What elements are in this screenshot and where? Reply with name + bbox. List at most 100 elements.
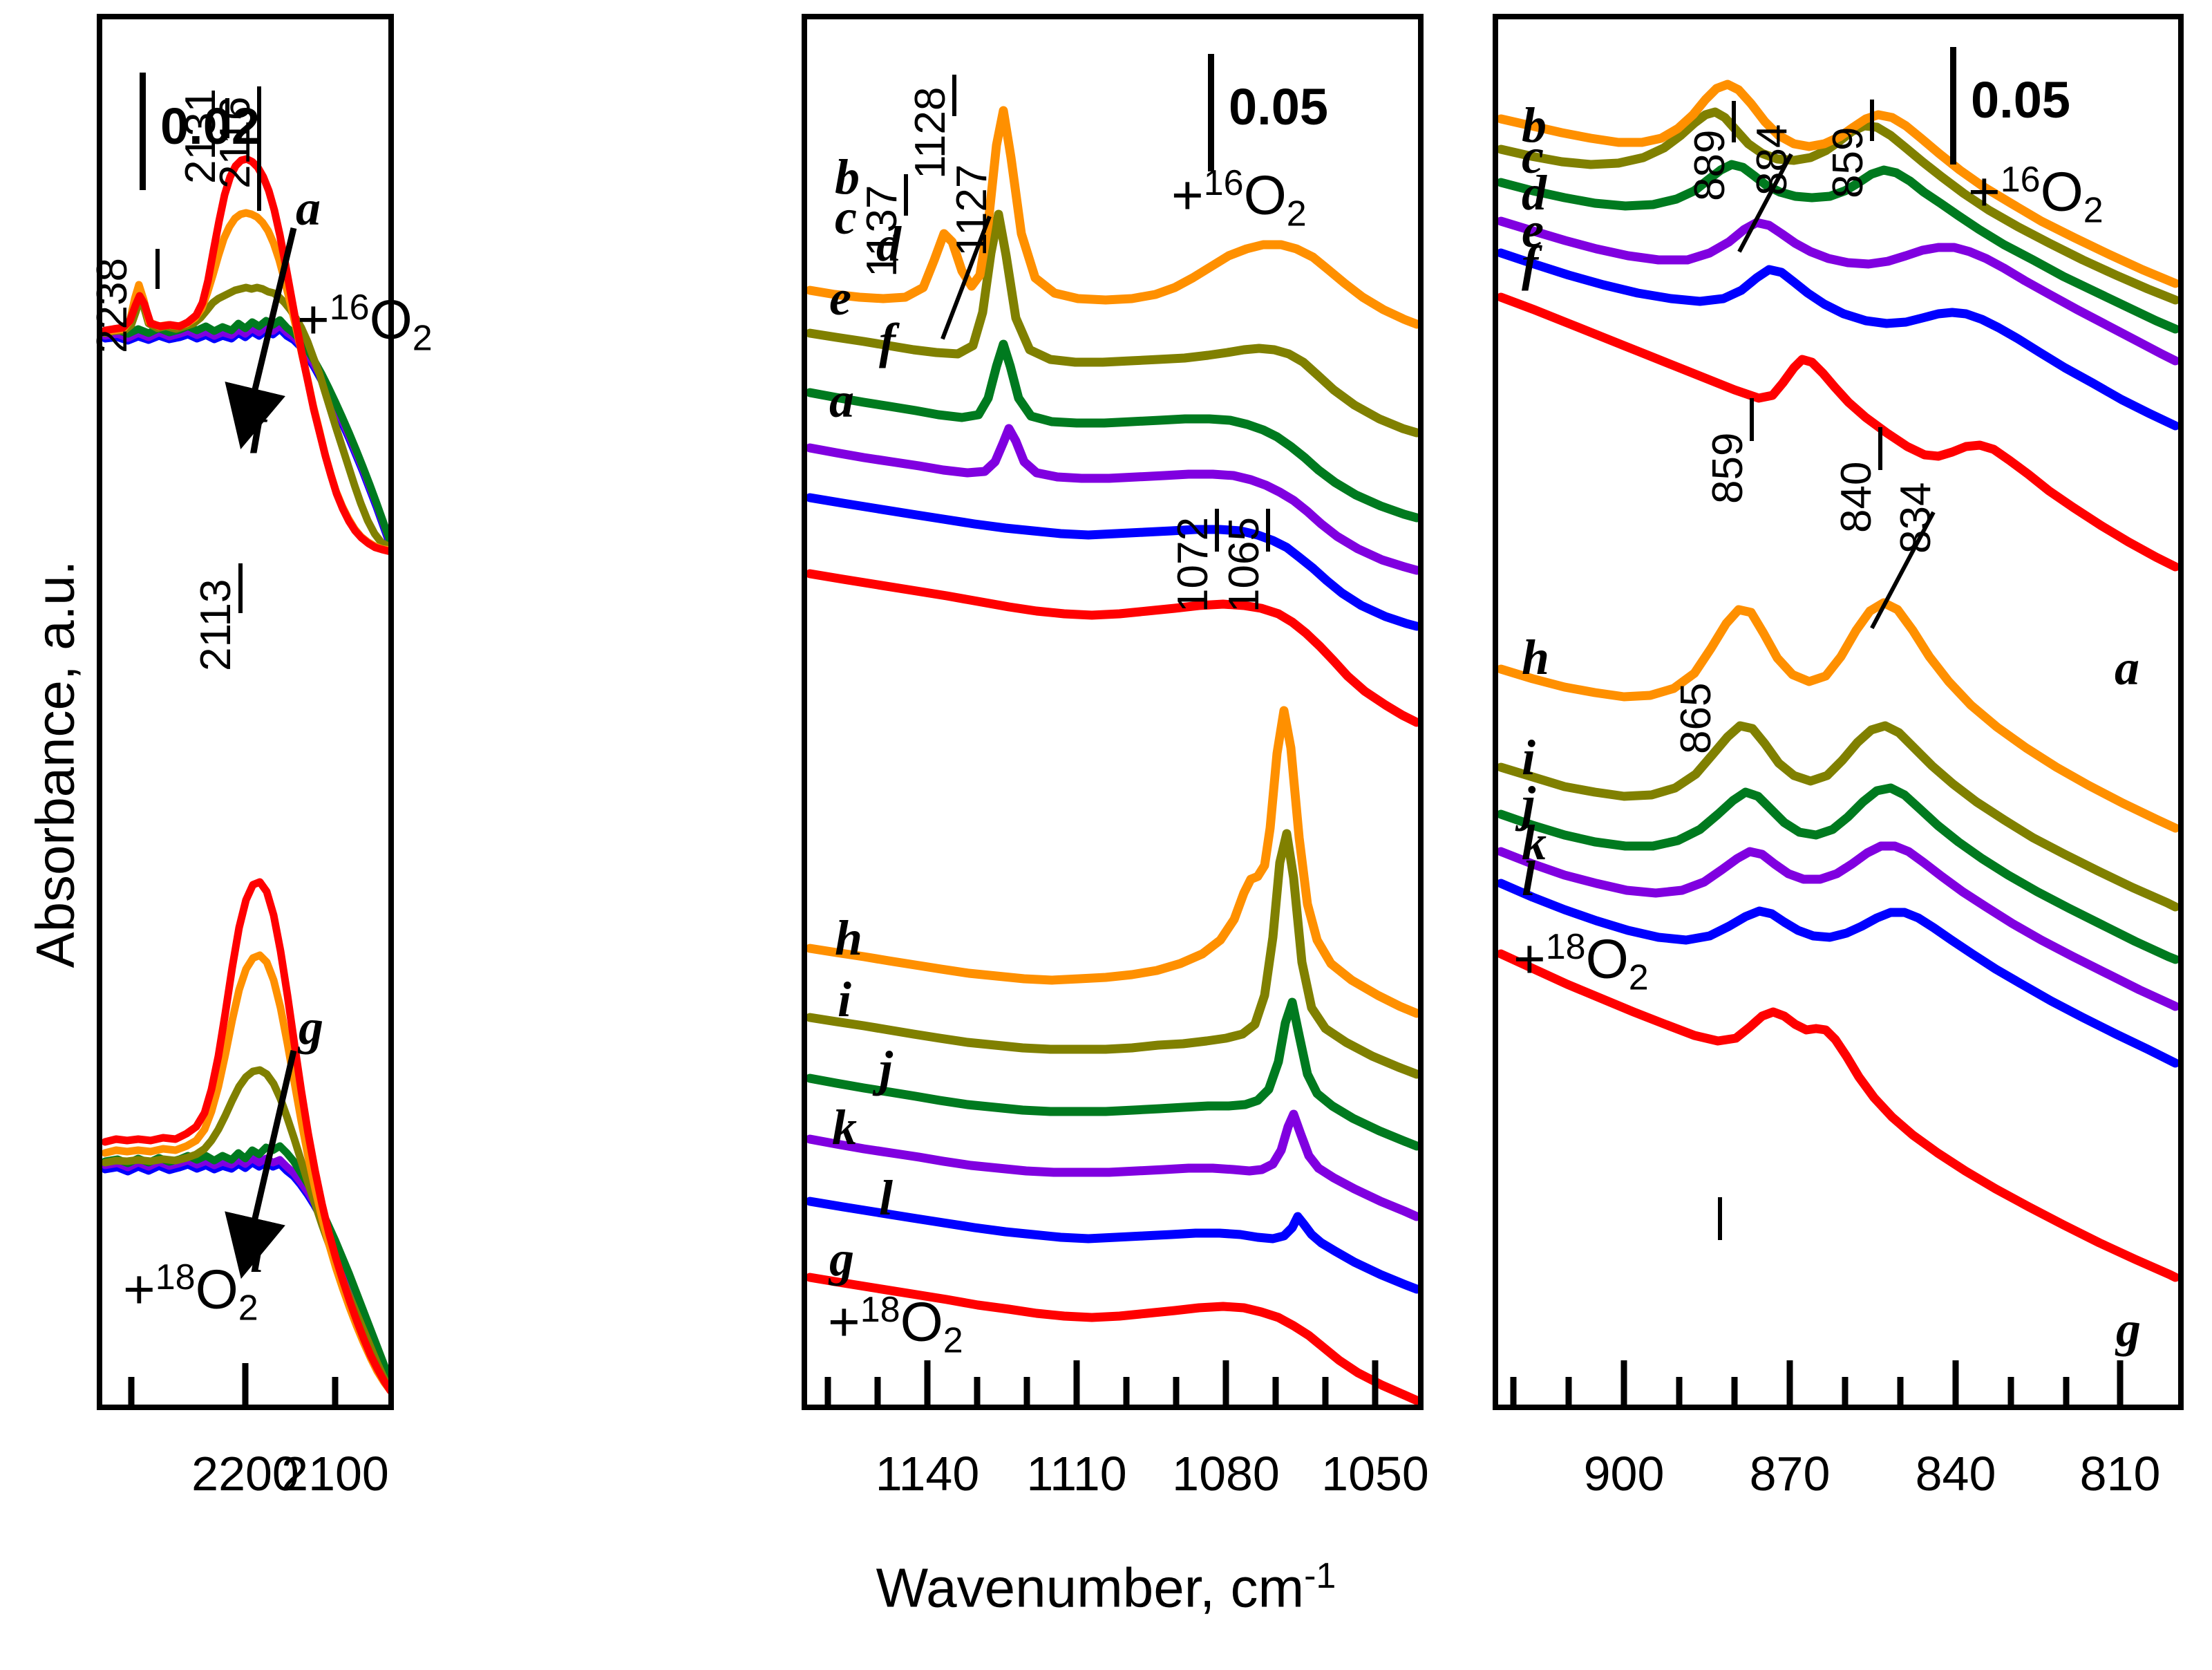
leader-2113 <box>238 563 243 613</box>
curve-label-j-panel2: j <box>879 1041 894 1096</box>
peak-label-2113: 2113 <box>192 579 240 671</box>
leader-865 <box>1718 1197 1722 1240</box>
peak-label-1127: 1127 <box>948 164 996 256</box>
iso-mass-number: 18 <box>860 1290 900 1330</box>
iso-element: O <box>195 1258 238 1320</box>
curve-c-panel2 <box>807 209 1418 438</box>
panel-2-ticks <box>824 1360 1379 1405</box>
panel-2-iso-18: +18O2 <box>828 1289 963 1362</box>
tick-label-900: 900 <box>1583 1447 1665 1501</box>
leader-2131 <box>225 98 229 138</box>
iso-count: 2 <box>1286 194 1307 234</box>
iso-mass-number: 18 <box>155 1257 196 1297</box>
curve-label-l-panel2: l <box>879 1170 894 1226</box>
curve-g-panel1 <box>102 878 388 1394</box>
arrow-label-a-top: a <box>296 180 321 236</box>
panel-1-frame <box>97 14 394 1410</box>
curve-i-panel2 <box>807 829 1418 1079</box>
iso-element: O <box>1585 928 1629 990</box>
curve-label-c-panel2: c <box>835 189 857 245</box>
iso-mass-number: 18 <box>1545 927 1586 967</box>
iso-plus-sign: + <box>828 1291 860 1353</box>
panel-3-tick-labels: 900 870 840 810 <box>1493 1446 2184 1508</box>
iso-mass-number: 16 <box>329 288 370 328</box>
iso-plus-sign: + <box>1968 160 2001 223</box>
arrow-label-f-bottom: f <box>250 398 267 453</box>
iso-count: 2 <box>412 318 433 359</box>
iso-count: 2 <box>2083 190 2104 231</box>
iso-count: 2 <box>1628 957 1649 998</box>
curve-b-panel3 <box>1498 79 2178 288</box>
tick-label-1140: 1140 <box>875 1447 980 1501</box>
x-axis-label-text: Wavenumber, cm <box>876 1557 1305 1619</box>
curve-e-panel2 <box>807 424 1418 575</box>
panel-3-iso-18: +18O2 <box>1513 926 1649 999</box>
panel-2-scalebar <box>1208 54 1214 171</box>
iso-count: 2 <box>238 1288 258 1329</box>
curve-k-panel3 <box>1498 841 2178 1011</box>
curve-label-i-panel3: i <box>1522 730 1536 785</box>
iso-plus-sign: + <box>297 288 330 350</box>
panel-1-scalebar <box>140 73 146 190</box>
panel-2-frame <box>802 14 1424 1410</box>
leader-859-bottom <box>1750 398 1754 441</box>
peak-label-859-top: 859 <box>1824 126 1872 198</box>
curve-c-panel3 <box>1498 107 2178 305</box>
curve-h-panel2 <box>807 706 1418 1018</box>
peak-label-859-bottom: 859 <box>1704 432 1752 504</box>
panel-1-iso-16: +16O2 <box>297 287 433 359</box>
panel-3-ticks <box>1510 1360 2124 1405</box>
curve-label-d-panel3: d <box>1522 165 1547 221</box>
iso-plus-sign: + <box>1171 164 1204 226</box>
peak-label-1072: 1072 <box>1169 517 1217 612</box>
curve-b-panel2 <box>807 106 1418 329</box>
x-axis-label: Wavenumber, cm-1 <box>0 1555 2212 1620</box>
curve-label-k-panel2: k <box>832 1100 857 1155</box>
leader-2116 <box>257 86 261 211</box>
panel-2-iso-16: +16O2 <box>1171 162 1307 235</box>
curve-l-panel2 <box>807 1197 1418 1294</box>
panel-2-scalebar-label: 0.05 <box>1229 78 1329 135</box>
tick-label-870: 870 <box>1749 1447 1831 1501</box>
curve-label-b-panel3: b <box>1522 97 1547 153</box>
curve-label-g-panel2: g <box>829 1231 854 1286</box>
curve-label-k-panel3: k <box>1522 815 1547 870</box>
curve-a-panel2 <box>807 569 1418 727</box>
curve-label-a-panel3: a <box>2115 640 2139 695</box>
iso-mass-number: 16 <box>2000 160 2041 200</box>
leader-1128 <box>952 75 956 116</box>
iso-mass-number: 16 <box>1203 163 1244 203</box>
tick-label-1080: 1080 <box>1172 1447 1280 1501</box>
curve-label-h-panel2: h <box>835 910 863 966</box>
panel-1-plot <box>102 155 388 1405</box>
leader-889 <box>1732 101 1736 142</box>
panel-1-ticks <box>128 1363 339 1405</box>
panel-1: 0.02 2238 2131 2116 2113 a f g l +16O2 <box>88 14 433 1410</box>
panel-1-scalebar-label: 0.02 <box>160 97 261 155</box>
peak-label-865: 865 <box>1672 682 1720 754</box>
curve-label-l-panel3: l <box>1522 851 1536 906</box>
peak-label-2238: 2238 <box>88 258 136 353</box>
arrow-label-l-bottom: l <box>250 1228 265 1283</box>
curve-label-f-panel2: f <box>879 313 896 368</box>
curve-b-panel1 <box>102 209 388 554</box>
curve-label-a-panel2: a <box>829 373 854 428</box>
curve-i-panel1 <box>102 1066 388 1394</box>
y-axis-label: Absorbance, a.u. <box>24 560 86 968</box>
curve-j-panel3 <box>1498 783 2178 964</box>
curve-label-d-panel2: d <box>876 216 901 272</box>
leader-1065 <box>1266 509 1270 552</box>
tick-label-2100: 2100 <box>281 1447 389 1501</box>
panel-3-iso-16: +16O2 <box>1968 159 2104 232</box>
curve-d-panel2 <box>807 339 1418 523</box>
curve-label-g-panel3: g <box>2116 1302 2141 1357</box>
tick-label-1110: 1110 <box>1026 1447 1127 1501</box>
curve-label-b-panel2: b <box>835 149 860 205</box>
iso-element: O <box>900 1291 943 1353</box>
panel-1-tick-labels: 2200 2100 <box>97 1446 394 1508</box>
iso-count: 2 <box>943 1320 963 1361</box>
curve-j-panel2 <box>807 997 1418 1151</box>
iso-element: O <box>1243 164 1287 226</box>
peak-label-840: 840 <box>1833 461 1880 533</box>
